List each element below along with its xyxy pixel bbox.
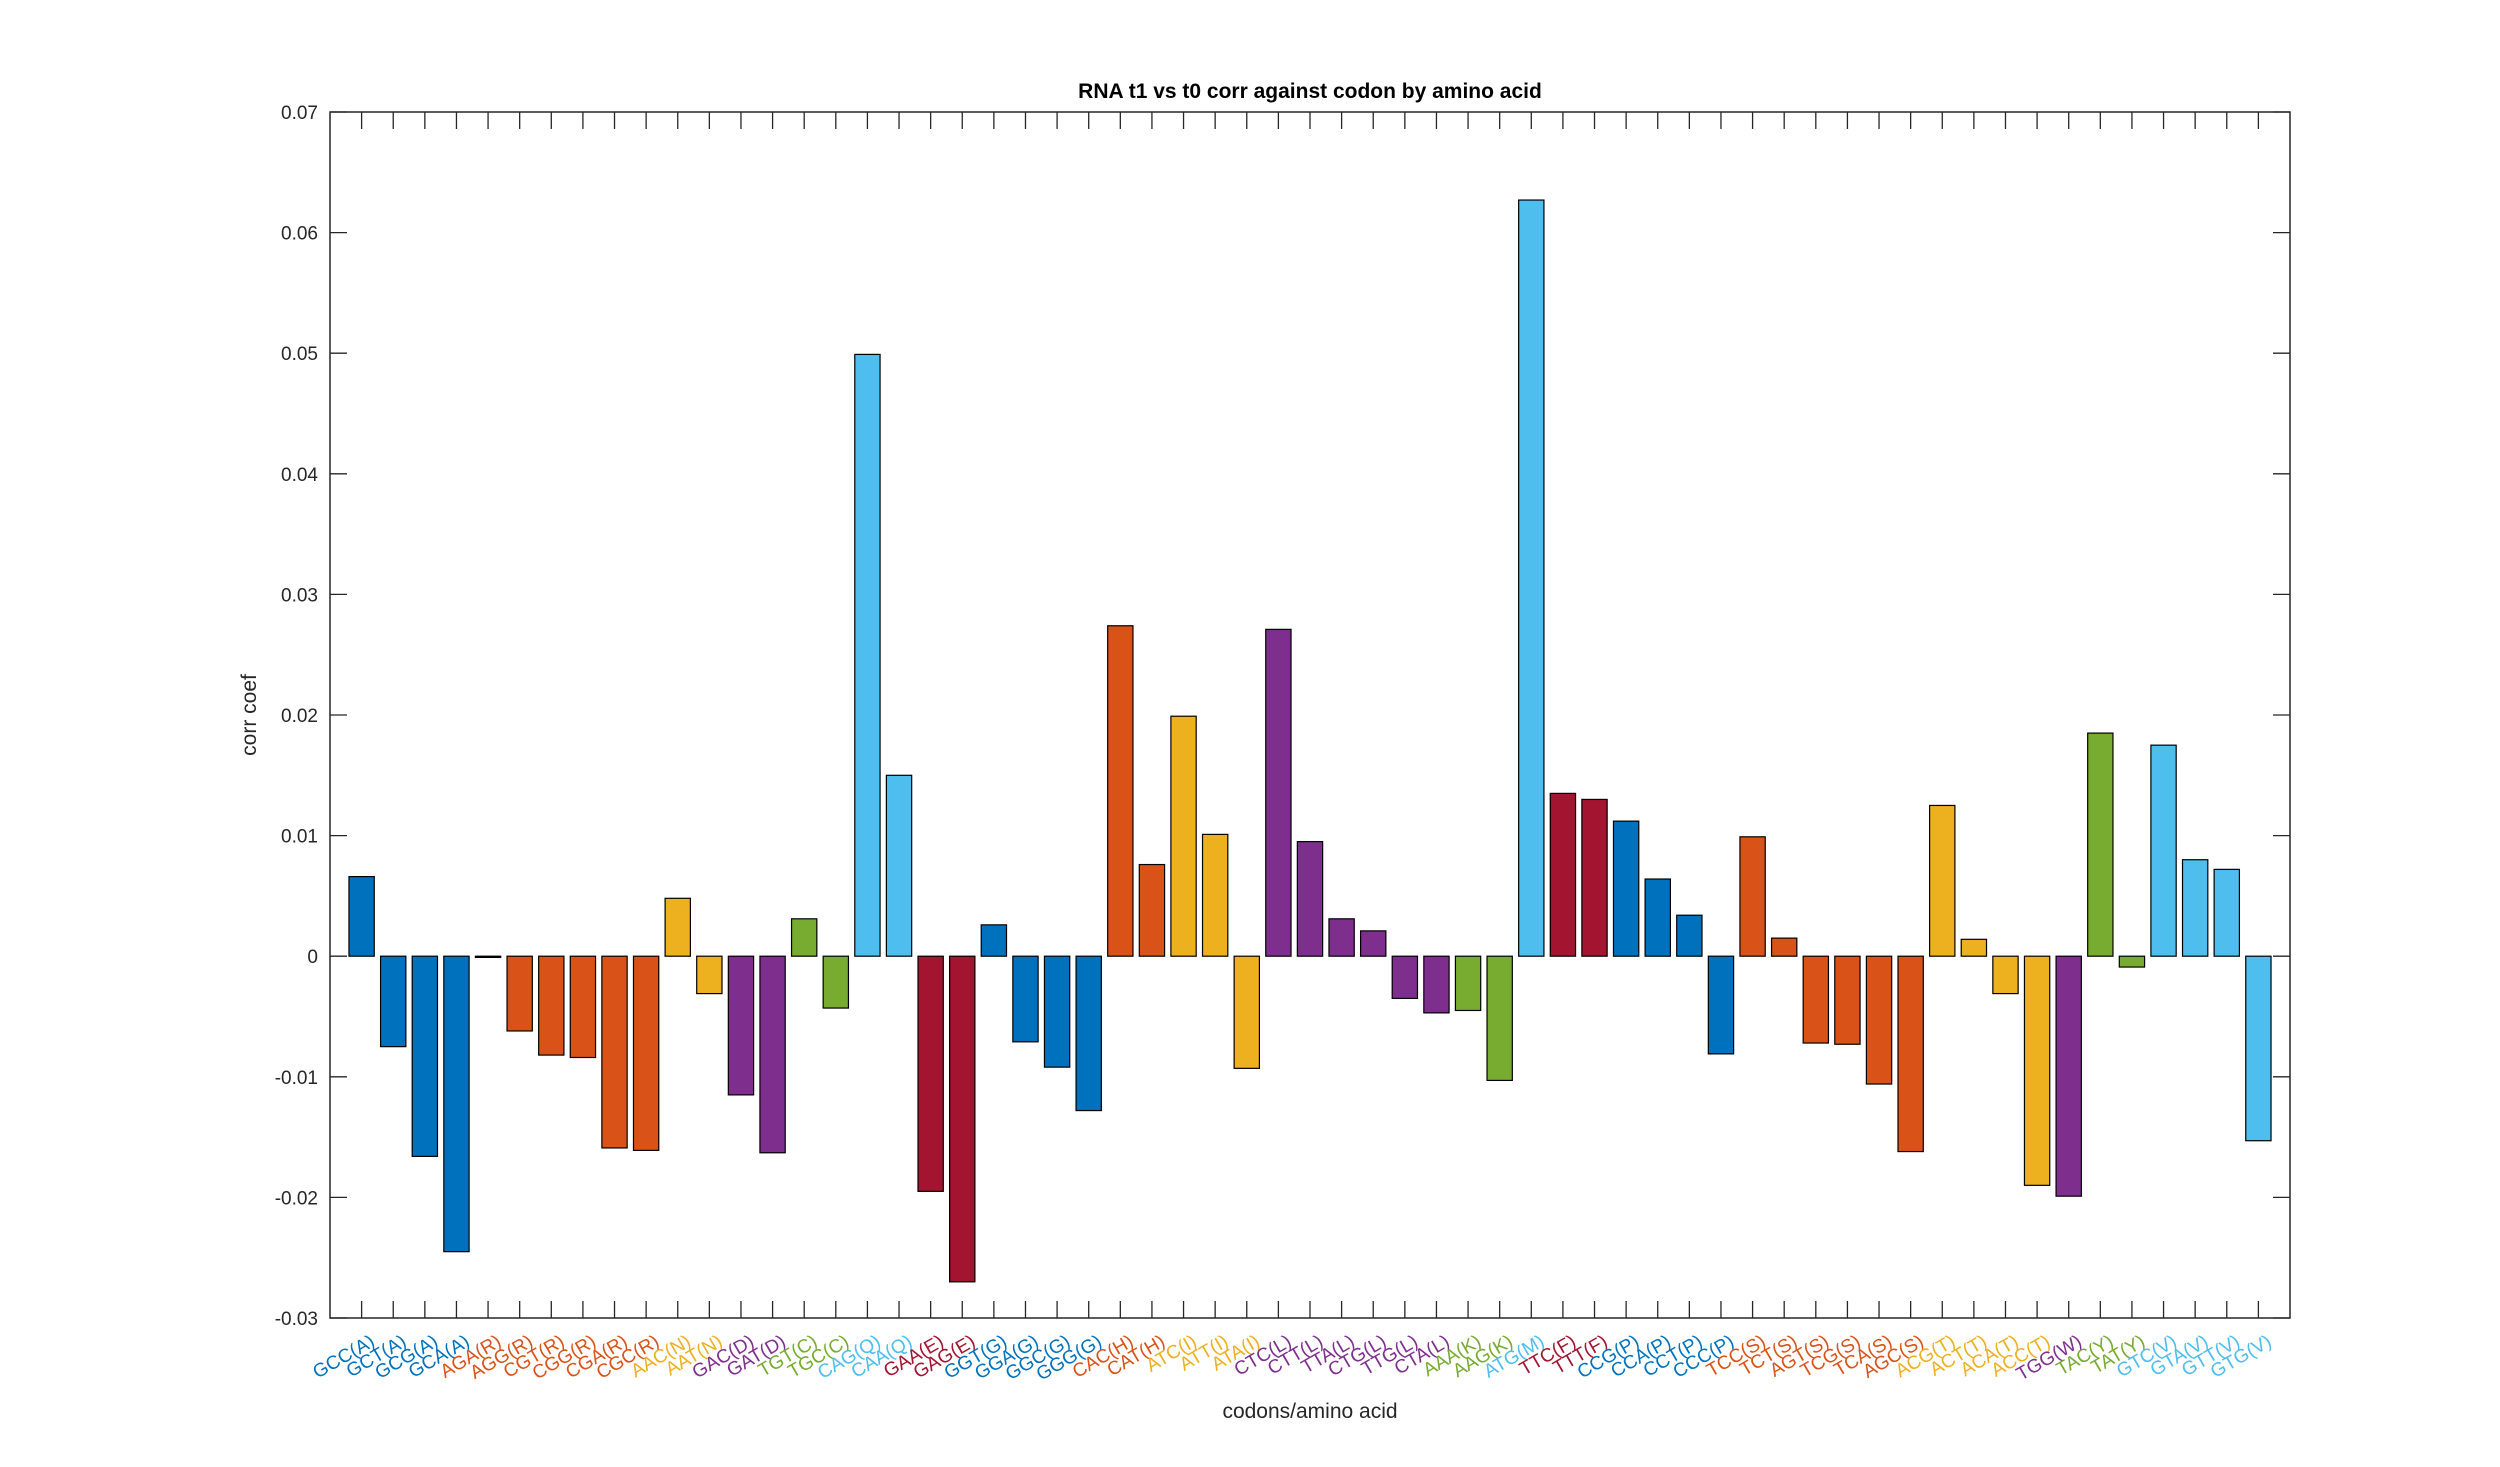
bar-gtc-v	[2150, 744, 2177, 957]
bar-cgc-r	[632, 955, 660, 1151]
y-tick-label: 0.06	[281, 224, 318, 245]
bar-acc-t	[2023, 955, 2051, 1186]
y-tick-label: 0.04	[281, 465, 318, 486]
bar-tgt-c	[790, 918, 818, 957]
bars-layer	[348, 199, 2272, 1283]
ticks-layer	[330, 111, 2290, 1319]
bar-ccg-p	[1612, 820, 1640, 957]
bar-aca-t	[1992, 955, 2019, 995]
bar-tca-s	[1865, 955, 1893, 1085]
bar-aat-n	[696, 955, 723, 995]
bar-tcg-s	[1834, 955, 1861, 1045]
bar-atg-m	[1518, 199, 1545, 957]
bar-tta-l	[1328, 918, 1355, 957]
bar-gga-g	[1012, 955, 1039, 1043]
bar-ctg-l	[1359, 930, 1387, 957]
bar-ccc-p	[1707, 955, 1735, 1055]
bar-cca-p	[1644, 878, 1671, 957]
bar-gtg-v	[2245, 955, 2272, 1142]
y-tick-label: 0.03	[281, 585, 318, 606]
bar-ggt-g	[980, 924, 1008, 957]
bar-gac-d	[727, 955, 755, 1096]
bar-tac-y	[2087, 732, 2114, 957]
bar-cga-r	[601, 955, 628, 1149]
bar-att-i	[1201, 833, 1229, 957]
bar-gta-v	[2181, 859, 2209, 957]
bar-tcc-s	[1739, 836, 1766, 957]
y-tick-label: -0.02	[275, 1188, 318, 1209]
bar-cgg-r	[569, 955, 597, 1059]
bar-ctc-l	[1265, 628, 1292, 957]
bar-ggg-g	[1075, 955, 1102, 1112]
y-tick-label: 0	[307, 947, 318, 968]
bar-cta-l	[1423, 955, 1450, 1014]
bar-tgc-c	[822, 955, 850, 1009]
bar-caa-q	[885, 774, 913, 957]
bar-aga-r	[474, 955, 502, 959]
bar-cat-h	[1138, 863, 1166, 957]
bar-gat-d	[759, 955, 786, 1154]
bar-acg-t	[1929, 804, 1956, 957]
bar-ctt-l	[1296, 841, 1324, 957]
bar-aag-k	[1486, 955, 1513, 1082]
bar-gca-a	[443, 955, 470, 1253]
bar-atc-i	[1170, 715, 1197, 957]
bar-ata-i	[1233, 955, 1261, 1069]
y-tick-label: 0.07	[281, 103, 318, 124]
bar-ttc-f	[1549, 792, 1577, 957]
bar-cag-q	[854, 353, 881, 957]
chart-title: RNA t1 vs t0 corr against codon by amino…	[1078, 80, 1542, 103]
bar-cct-p	[1676, 914, 1703, 957]
bar-aac-n	[664, 897, 691, 957]
bar-cgt-r	[538, 955, 565, 1056]
bar-ttg-l	[1391, 955, 1419, 1000]
bar-tct-s	[1770, 937, 1798, 957]
y-tick-label: 0.05	[281, 344, 318, 365]
bar-cac-h	[1107, 625, 1134, 957]
bar-gct-a	[379, 955, 407, 1048]
y-tick-label: -0.03	[275, 1309, 318, 1330]
x-axis-title: codons/amino acid	[1222, 1400, 1397, 1423]
y-tick-label: -0.01	[275, 1068, 318, 1089]
bar-act-t	[1960, 938, 1988, 957]
bar-gag-e	[949, 955, 976, 1283]
bar-gcg-a	[411, 955, 439, 1158]
y-tick-label: 0.01	[281, 827, 318, 848]
bar-gtt-v	[2213, 868, 2241, 957]
bar-agg-r	[506, 955, 533, 1032]
bar-tgg-w	[2055, 955, 2082, 1197]
bar-gcc-a	[348, 875, 375, 957]
bar-ggc-g	[1043, 955, 1071, 1068]
y-tick-label: 0.02	[281, 706, 318, 727]
bar-aaa-k	[1454, 955, 1482, 1012]
bar-agt-s	[1802, 955, 1830, 1044]
bar-tat-y	[2118, 955, 2146, 968]
bar-agc-s	[1897, 955, 1924, 1153]
bar-ttt-f	[1581, 798, 1608, 957]
y-axis-title: corr coef	[238, 674, 261, 756]
bar-gaa-e	[917, 955, 944, 1192]
